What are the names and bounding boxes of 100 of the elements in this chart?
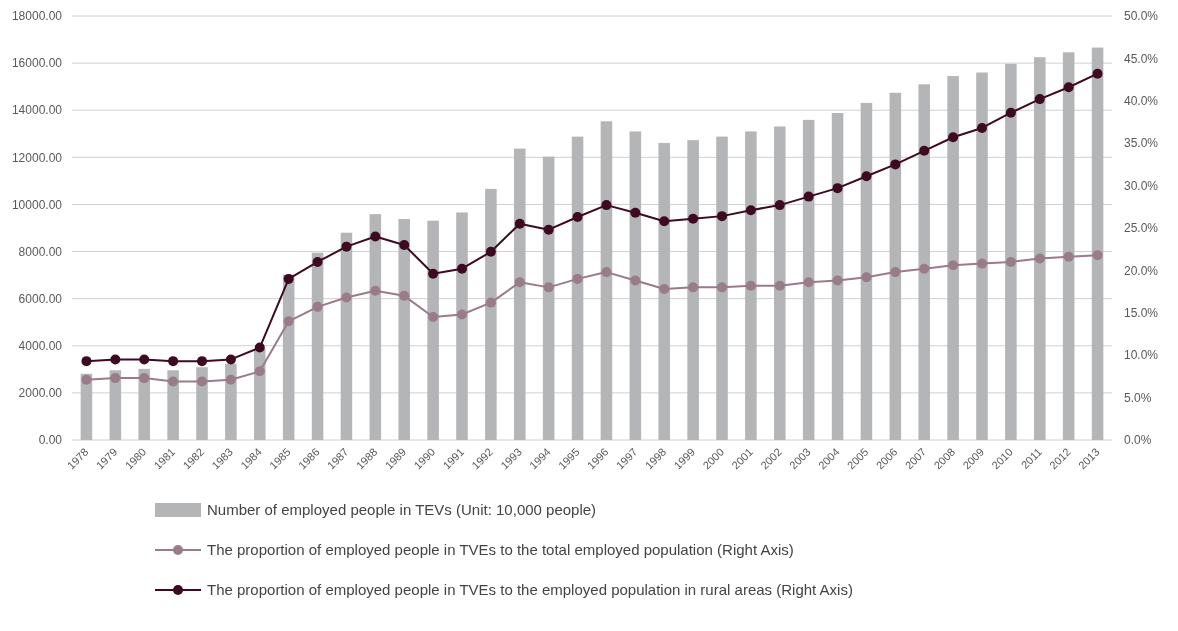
- y2-tick-label: 45.0%: [1124, 51, 1159, 66]
- point: [890, 267, 901, 278]
- point: [110, 373, 121, 384]
- point: [139, 354, 150, 365]
- bar: [138, 368, 150, 440]
- y-tick-label: 16000.00: [11, 56, 63, 71]
- y-tick-label: 0.00: [38, 433, 63, 448]
- point: [457, 263, 467, 274]
- point: [745, 205, 756, 216]
- legend-label: The proportion of employed people in TVEs to the employed population in rural areas (Right Axis): [207, 581, 853, 599]
- point: [110, 354, 121, 365]
- point: [81, 356, 92, 367]
- point: [774, 280, 785, 291]
- bar: [629, 131, 642, 440]
- point: [745, 280, 756, 291]
- bar: [1062, 52, 1075, 440]
- bar: [514, 148, 526, 440]
- point: [948, 132, 959, 143]
- bar: [369, 214, 382, 440]
- point: [370, 231, 381, 242]
- point: [1034, 253, 1045, 264]
- bar: [225, 363, 237, 440]
- point: [717, 282, 727, 293]
- y2-tick-label: 35.0%: [1124, 136, 1159, 151]
- y2-tick-label: 50.0%: [1124, 9, 1159, 24]
- bar: [976, 72, 988, 440]
- y-tick-label: 6000.00: [18, 291, 63, 306]
- point: [197, 356, 207, 367]
- point: [659, 284, 670, 295]
- point: [630, 207, 641, 218]
- point: [803, 277, 814, 288]
- point: [1063, 82, 1074, 93]
- point: [370, 285, 381, 296]
- bar: [687, 140, 699, 440]
- point: [341, 241, 352, 252]
- y-tick-label: 4000.00: [18, 338, 63, 353]
- point: [514, 218, 525, 229]
- point: [717, 211, 727, 222]
- point: [601, 200, 612, 211]
- point: [1092, 68, 1103, 79]
- point: [919, 145, 930, 156]
- point: [514, 277, 525, 288]
- point: [572, 211, 583, 222]
- bar: [947, 76, 959, 440]
- bar: [745, 131, 757, 440]
- point: [890, 159, 901, 170]
- bar: [831, 113, 844, 440]
- point: [1005, 256, 1016, 267]
- legend-label: Number of employed people in TEVs (Unit: 10,000 people): [207, 501, 597, 519]
- bar: [1091, 47, 1104, 440]
- y-tick-label: 10000.00: [11, 197, 63, 212]
- bar: [1005, 63, 1017, 440]
- point: [861, 171, 872, 182]
- y2-tick-label: 0.0%: [1124, 433, 1152, 448]
- point: [399, 239, 410, 250]
- point: [283, 273, 294, 284]
- bar: [340, 232, 353, 440]
- point: [977, 122, 987, 133]
- point: [399, 290, 410, 301]
- y2-tick-label: 10.0%: [1124, 348, 1159, 363]
- bar: [571, 136, 584, 440]
- y2-tick-label: 25.0%: [1124, 221, 1159, 236]
- bar: [716, 136, 728, 440]
- point: [225, 354, 236, 365]
- point: [688, 282, 699, 293]
- bar: [658, 142, 670, 440]
- bar: [398, 219, 410, 440]
- point: [225, 374, 236, 385]
- point: [168, 376, 179, 387]
- point: [803, 191, 814, 202]
- point: [1034, 94, 1045, 105]
- point: [428, 312, 439, 323]
- bar: [542, 156, 555, 440]
- point: [254, 366, 265, 377]
- point: [659, 216, 670, 227]
- bar: [311, 252, 324, 440]
- y-tick-label: 2000.00: [18, 386, 63, 401]
- bar: [1034, 57, 1046, 440]
- point: [312, 256, 323, 267]
- bar: [196, 367, 208, 440]
- bar: [600, 121, 613, 440]
- y-tick-label: 18000.00: [11, 9, 63, 24]
- y-tick-label: 14000.00: [11, 103, 63, 118]
- point: [774, 200, 785, 211]
- point: [341, 292, 352, 303]
- point: [81, 374, 92, 385]
- point: [254, 342, 265, 353]
- bar: [167, 370, 179, 440]
- bar: [774, 126, 786, 440]
- y-tick-label: 12000.00: [11, 150, 63, 165]
- point: [485, 246, 496, 257]
- bar: [860, 102, 873, 440]
- point: [1063, 251, 1074, 262]
- point: [832, 183, 843, 194]
- point: [283, 316, 294, 327]
- bar: [456, 212, 468, 440]
- point: [572, 273, 583, 284]
- y2-tick-label: 20.0%: [1124, 263, 1159, 278]
- point: [312, 301, 323, 312]
- y2-tick-label: 30.0%: [1124, 178, 1159, 193]
